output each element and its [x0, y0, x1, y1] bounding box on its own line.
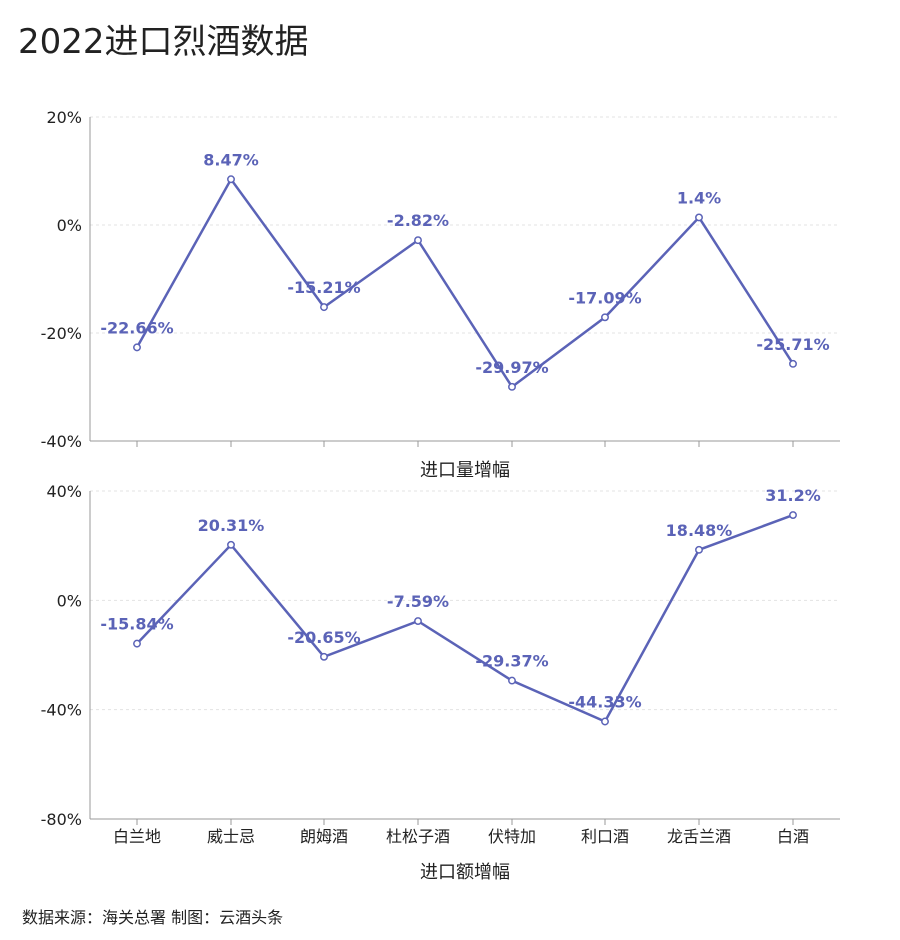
data-label: 18.48%	[666, 521, 733, 540]
chart-area: 20% 0% -20% -40% 进口量增幅 -22.66% 8.47% -15.21% -2.…	[41, 108, 840, 883]
series-line	[135, 176, 795, 389]
data-label: 20.31%	[198, 516, 265, 535]
y-tick-label: 40%	[46, 482, 82, 501]
data-label: -17.09%	[568, 288, 641, 307]
data-label: -29.97%	[475, 358, 548, 377]
x-tick-label: 白酒	[777, 827, 809, 846]
y-tick-label: 0%	[57, 216, 82, 235]
data-label: -25.71%	[756, 335, 829, 354]
data-point	[789, 359, 797, 368]
data-point	[508, 382, 516, 391]
data-label: -29.37%	[475, 652, 548, 671]
data-point	[789, 511, 797, 520]
data-label: -22.66%	[100, 318, 173, 337]
y-tick-label: 0%	[57, 591, 82, 610]
data-point	[320, 303, 328, 312]
data-label: -2.82%	[387, 211, 449, 230]
y-tick-label: -40%	[41, 432, 82, 451]
data-label: 8.47%	[203, 150, 259, 169]
data-point	[601, 717, 609, 726]
x-axis-title: 进口量增幅	[420, 460, 510, 481]
source-note: 数据来源：海关总署 制图：云酒头条	[22, 908, 284, 927]
x-tick-label: 朗姆酒	[300, 827, 348, 846]
data-label: 31.2%	[765, 486, 821, 505]
data-point	[601, 313, 609, 322]
y-tick-label: 20%	[46, 108, 82, 127]
data-label: -20.65%	[287, 628, 360, 647]
y-tick-label: -20%	[41, 324, 82, 343]
data-point	[695, 213, 703, 222]
y-tick-label: -40%	[41, 701, 82, 720]
data-label: -7.59%	[387, 592, 449, 611]
data-point	[133, 343, 141, 352]
x-tick-label: 伏特加	[488, 827, 536, 846]
data-label: 1.4%	[677, 188, 721, 207]
x-axis-title: 进口额增幅	[420, 862, 510, 883]
x-tick-label: 龙舌兰酒	[667, 827, 731, 846]
data-point	[227, 175, 235, 184]
x-tick-label: 威士忌	[207, 827, 255, 846]
series-line	[136, 513, 794, 724]
data-label: -15.84%	[100, 615, 173, 634]
data-point	[320, 652, 328, 661]
y-tick-label: -80%	[41, 810, 82, 829]
data-point	[133, 639, 141, 648]
data-point	[508, 676, 516, 685]
x-tick-label: 杜松子酒	[386, 827, 450, 846]
data-point	[414, 236, 422, 245]
chart-title: 2022进口烈酒数据	[18, 22, 309, 62]
data-point	[695, 545, 703, 554]
data-point	[227, 540, 235, 549]
x-tick-label: 白兰地	[113, 827, 161, 846]
data-point	[414, 617, 422, 626]
x-tick-label: 利口酒	[581, 827, 629, 846]
data-label: -44.33%	[568, 693, 641, 712]
data-label: -15.21%	[287, 278, 360, 297]
